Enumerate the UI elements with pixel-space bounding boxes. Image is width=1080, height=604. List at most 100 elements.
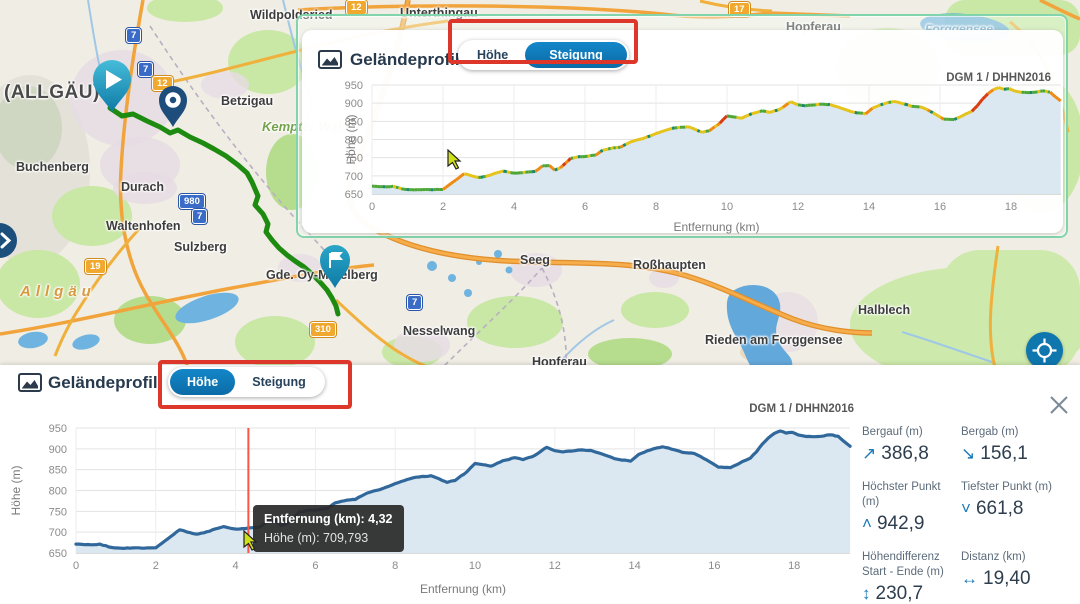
stat-tiefster-punkt: Tiefster Punkt (m) ˅ 661,8: [961, 480, 1052, 519]
map-label-wildpoldsried: Wildpoldsried: [250, 8, 333, 22]
svg-text:Höhe (m): Höhe (m): [9, 465, 23, 515]
svg-text:700: 700: [345, 171, 363, 183]
mouse-cursor-icon: [447, 149, 462, 170]
road-shield-310-icon: 310: [310, 322, 336, 337]
svg-text:0: 0: [369, 201, 375, 213]
svg-text:850: 850: [345, 116, 363, 128]
arrow-up-right-icon: ↗: [862, 443, 877, 463]
svg-text:950: 950: [345, 80, 363, 92]
svg-text:10: 10: [721, 201, 733, 213]
road-shield-17-icon: 17: [729, 2, 750, 17]
svg-text:Entfernung (km): Entfernung (km): [420, 582, 506, 596]
svg-text:6: 6: [582, 201, 588, 213]
svg-text:18: 18: [1005, 201, 1017, 213]
map-label-rosshaupten: Roßhaupten: [633, 258, 706, 272]
svg-text:8: 8: [653, 201, 659, 213]
geolocate-button[interactable]: [1026, 332, 1063, 369]
flag-icon: [329, 252, 343, 268]
svg-text:8: 8: [392, 560, 398, 572]
map-label-halblech: Halblech: [858, 303, 911, 317]
map-label-gde-oy-mittelberg: Gde. Oy-Mittelberg: [266, 268, 378, 282]
play-icon: [106, 70, 122, 89]
tooltip-distance: Entfernung (km): 4,32: [264, 512, 393, 526]
arrow-down-right-icon: ↘: [961, 443, 976, 463]
svg-text:2: 2: [440, 201, 446, 213]
svg-text:2: 2: [153, 560, 159, 572]
map-label-durach: Durach: [121, 180, 165, 194]
svg-text:18: 18: [788, 560, 800, 572]
panel-title: Geländeprofil: [48, 373, 158, 392]
toggle-hoehe-button[interactable]: Höhe: [477, 48, 509, 62]
stat-hoechster-punkt: Höchster Punkt (m) ˄ 942,9: [862, 480, 941, 534]
svg-text:16: 16: [934, 201, 946, 213]
toggle-hoehe-button[interactable]: Höhe: [170, 369, 236, 395]
terrain-profile-icon: [18, 373, 42, 398]
edge-partial-marker[interactable]: [0, 223, 17, 258]
svg-text:14: 14: [863, 201, 875, 213]
road-shield-b19-icon: 19: [85, 259, 106, 274]
svg-text:650: 650: [49, 548, 67, 560]
stat-bergauf: Bergauf (m) ↗ 386,8: [862, 426, 929, 464]
mouse-cursor-icon: [243, 530, 258, 551]
map-label-buchenberg: Buchenberg: [16, 160, 89, 174]
map-label-nesselwang: Nesselwang: [403, 324, 476, 338]
road-shield-a7-icon: 7: [192, 209, 208, 224]
dgm-source-label: DGM 1 / DHHN2016: [946, 72, 1051, 84]
stat-bergab: Bergab (m) ↘ 156,1: [961, 426, 1028, 464]
svg-text:650: 650: [345, 189, 363, 201]
arrow-up-down-icon: ↕: [862, 583, 871, 603]
close-icon: [1050, 396, 1068, 414]
svg-text:900: 900: [345, 98, 363, 110]
profile-stats: Bergauf (m) ↗ 386,8 Bergab (m) ↘ 156,1 Höc…: [862, 425, 1074, 604]
svg-text:700: 700: [49, 527, 67, 539]
svg-text:800: 800: [345, 135, 363, 147]
ring-icon: [165, 92, 181, 108]
svg-text:10: 10: [469, 560, 481, 572]
annotation-highlight-bottom: [158, 360, 352, 409]
map-label-rieden-am-forggensee: Rieden am Forggensee: [705, 333, 843, 347]
svg-text:750: 750: [49, 506, 67, 518]
toggle-steigung-button[interactable]: Steigung: [252, 375, 306, 389]
target-icon: [1032, 338, 1057, 363]
road-shield-980-icon: 980: [179, 194, 205, 209]
road-shield-a7-icon: 7: [138, 62, 154, 77]
svg-text:12: 12: [792, 201, 804, 213]
map-label-kempten-allgaeu: N (ALLGÄU): [0, 82, 100, 103]
road-shield-a7-icon: 7: [407, 295, 423, 310]
svg-text:950: 950: [49, 423, 67, 435]
svg-text:800: 800: [49, 486, 67, 498]
terrain-profile-icon: [318, 50, 342, 75]
map-label-allgaeu-region: Allgäu: [20, 283, 96, 300]
chart-tooltip: Entfernung (km): 4,32 Höhe (m): 709,793: [253, 505, 404, 552]
stat-hoehendifferenz: Höhendifferenz Start - Ende (m) ↕ 230,7: [862, 550, 944, 604]
chevron-up-icon: ˄: [862, 513, 872, 533]
map-label-unterthingau: Unterthingau: [400, 6, 478, 20]
dgm-source-label: DGM 1 / DHHN2016: [749, 403, 854, 415]
annotation-highlight-top: [448, 19, 638, 64]
tooltip-elevation: Höhe (m): 709,793: [264, 531, 369, 545]
stat-distanz: Distanz (km) ↔ 19,40: [961, 550, 1031, 589]
close-button[interactable]: [1047, 393, 1071, 417]
svg-text:750: 750: [345, 153, 363, 165]
svg-text:14: 14: [628, 560, 640, 572]
svg-text:Höhe (m): Höhe (m): [344, 114, 358, 164]
terrain-profile-panel-top: Geländeprofil Höhe Steigung DGM 1 / DHHN…: [296, 14, 1068, 238]
svg-text:0: 0: [73, 560, 79, 572]
slope-profile-chart[interactable]: 650 700 750 800 850 900 950 0 2 4 6 8 10 12 14 16 18 Entf…: [298, 16, 1070, 240]
map-label-waltenhofen: Waltenhofen: [106, 219, 181, 233]
map-label-betzigau: Betzigau: [221, 94, 274, 108]
terrain-profile-panel-bottom: Geländeprofil Höhe Steigung DGM 1 / DHHN…: [0, 365, 1080, 604]
road-shield-b12-icon: 12: [346, 0, 367, 15]
chevron-right-icon: [0, 232, 12, 249]
svg-text:4: 4: [511, 201, 517, 213]
chevron-down-icon: ˅: [961, 498, 971, 518]
arrow-left-right-icon: ↔: [961, 568, 978, 588]
map-label-sulzberg: Sulzberg: [174, 240, 227, 254]
svg-text:Entfernung (km): Entfernung (km): [673, 220, 759, 234]
svg-text:16: 16: [708, 560, 720, 572]
svg-text:12: 12: [549, 560, 561, 572]
road-shield-a7-icon: 7: [126, 28, 142, 43]
map-label-seeg: Seeg: [520, 253, 550, 267]
route-line: [107, 105, 341, 317]
